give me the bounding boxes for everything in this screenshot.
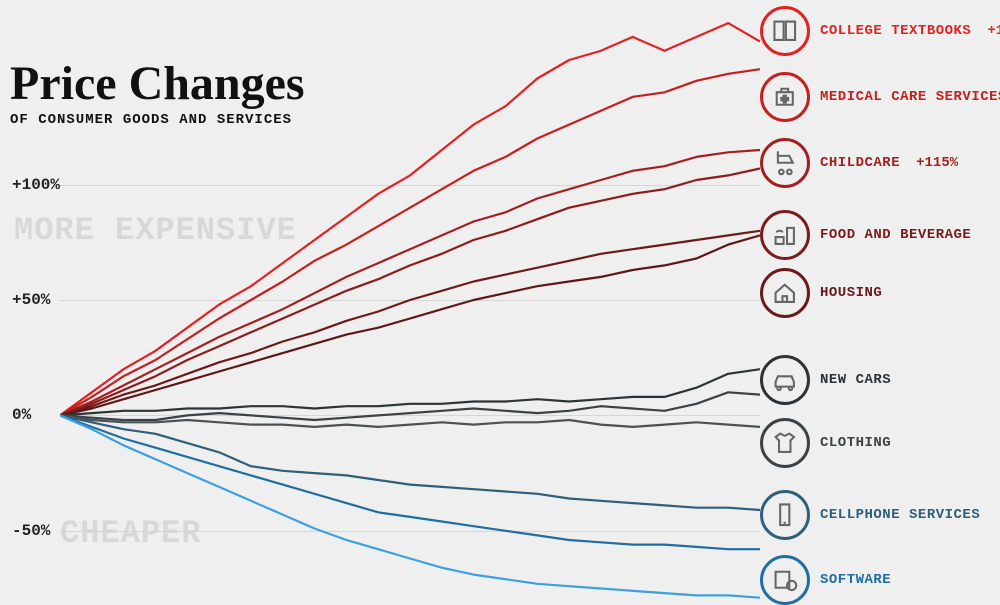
phone-icon	[760, 490, 810, 540]
y-tick-label: -50%	[12, 522, 50, 540]
food-icon	[760, 210, 810, 260]
medkit-icon	[760, 72, 810, 122]
y-tick-label: 0%	[12, 406, 31, 424]
y-tick-label: +100%	[12, 176, 60, 194]
legend-item-clothing: CLOTHING	[760, 418, 891, 468]
series-line-clothing_b	[60, 415, 760, 427]
shirt-icon	[760, 418, 810, 468]
legend-item-housing: HOUSING	[760, 268, 882, 318]
series-line-new_cars	[60, 369, 760, 415]
legend-item-medical_care: MEDICAL CARE SERVICES	[760, 72, 1000, 122]
house-icon	[760, 268, 810, 318]
legend-label: NEW CARS	[820, 372, 891, 388]
book-icon	[760, 6, 810, 56]
page-subtitle: OF CONSUMER GOODS AND SERVICES	[10, 112, 305, 128]
series-line-housing	[60, 235, 760, 415]
legend-label: CLOTHING	[820, 435, 891, 451]
legend-label: HOUSING	[820, 285, 882, 301]
legend-label: FOOD AND BEVERAGE	[820, 227, 971, 243]
legend-item-cellphone: CELLPHONE SERVICES	[760, 490, 980, 540]
car-icon	[760, 355, 810, 405]
legend-item-software: SOFTWARE	[760, 555, 891, 605]
legend-label: CELLPHONE SERVICES	[820, 507, 980, 523]
legend-item-college_textbooks: COLLEGE TEXTBOOKS +162%	[760, 6, 1000, 56]
legend-item-food_beverage: FOOD AND BEVERAGE	[760, 210, 971, 260]
legend-item-new_cars: NEW CARS	[760, 355, 891, 405]
legend-change: +115%	[916, 155, 958, 171]
legend-label: COLLEGE TEXTBOOKS	[820, 23, 971, 39]
legend: COLLEGE TEXTBOOKS +162% MEDICAL CARE SERVI…	[760, 0, 1000, 600]
page-title: Price Changes	[10, 60, 305, 108]
series-line-tvs	[60, 415, 760, 597]
legend-item-childcare: CHILDCARE +115%	[760, 138, 958, 188]
legend-change: +162%	[987, 23, 1000, 39]
title-block: Price Changes OF CONSUMER GOODS AND SERV…	[10, 60, 305, 128]
stroller-icon	[760, 138, 810, 188]
y-tick-label: +50%	[12, 291, 50, 309]
legend-label: MEDICAL CARE SERVICES	[820, 89, 1000, 105]
series-line-childcare_b	[60, 169, 760, 416]
legend-label: SOFTWARE	[820, 572, 891, 588]
legend-label: CHILDCARE	[820, 155, 900, 171]
software-icon	[760, 555, 810, 605]
